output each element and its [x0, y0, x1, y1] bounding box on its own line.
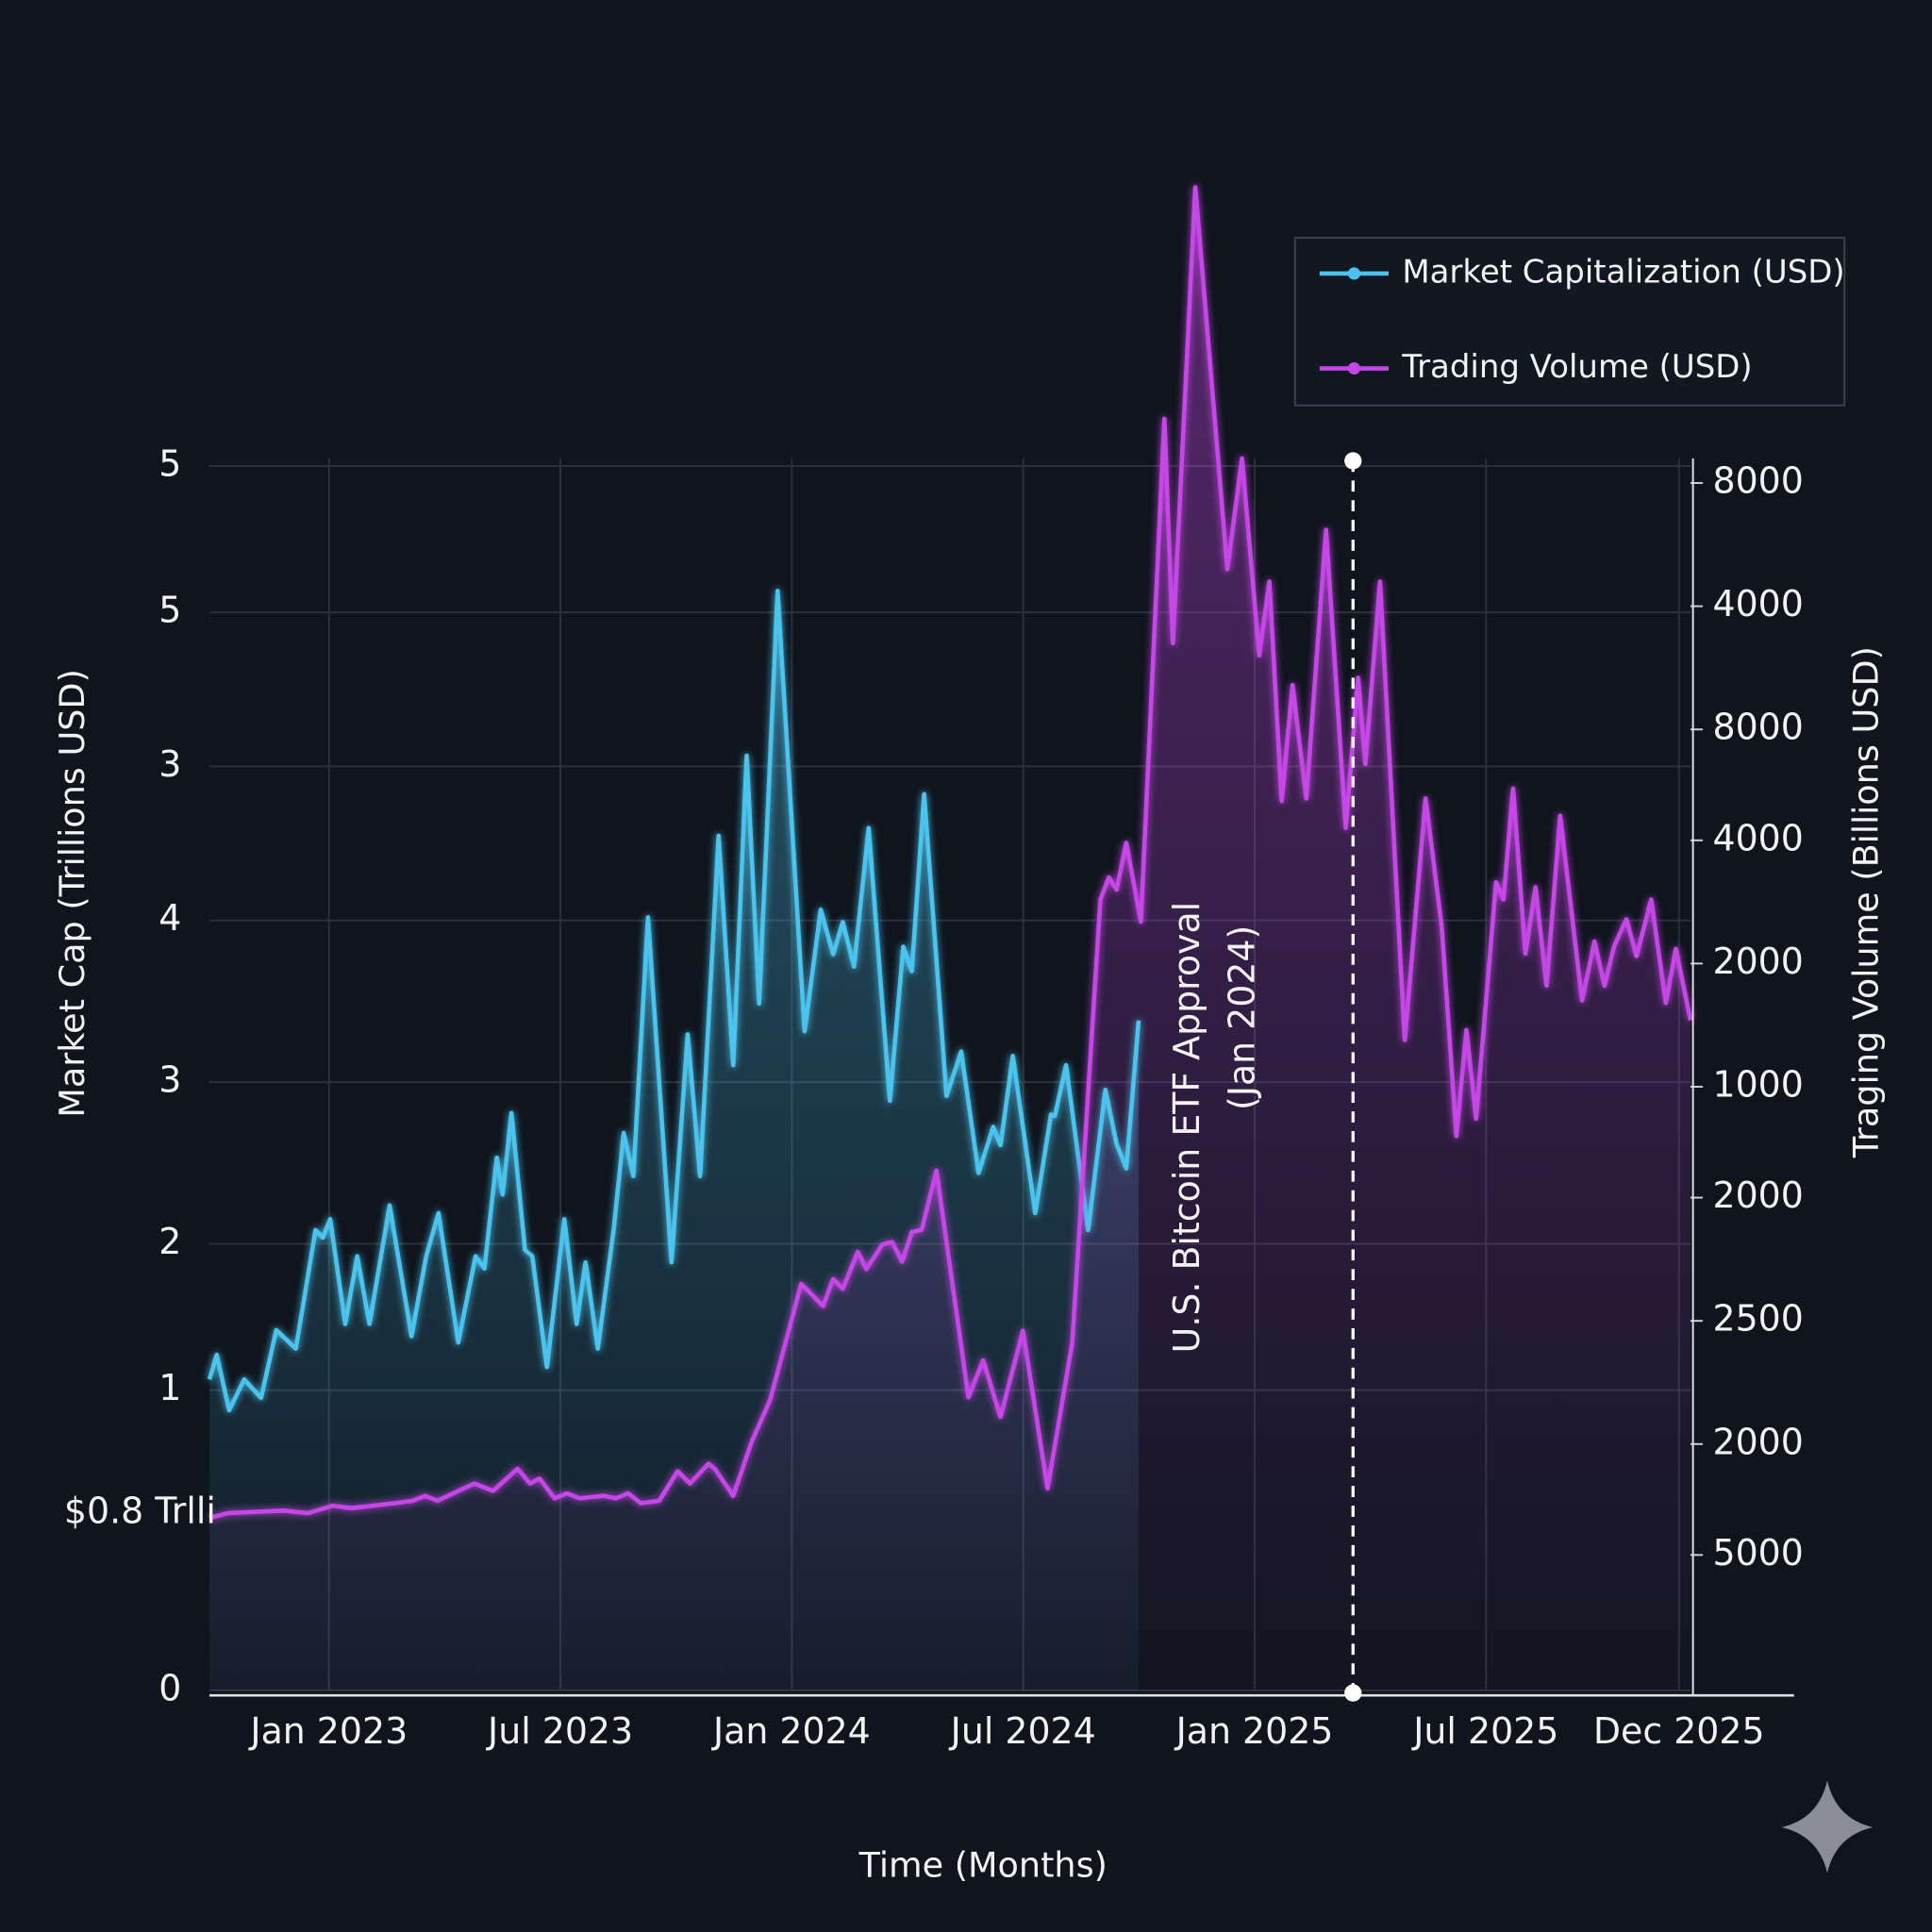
y-tick-label: 1 — [158, 1367, 181, 1408]
y2-tick-label: 2000 — [1713, 941, 1804, 982]
y2-tick-label: 5000 — [1713, 1532, 1804, 1574]
y2-tick-label: 1000 — [1713, 1064, 1804, 1106]
annotation-subtext: (Jan 2024) — [1222, 925, 1263, 1110]
y-tick-label: 2 — [158, 1221, 181, 1262]
y2-tick-label: 2000 — [1713, 1174, 1804, 1216]
x-tick-label: Jan 2024 — [711, 1710, 871, 1752]
series-line — [207, 588, 1141, 1413]
x-tick-label: Jan 2023 — [248, 1710, 408, 1752]
event-marker-dot — [1344, 1684, 1362, 1702]
annotation-text: U.S. Bitcoin ETF Approval — [1166, 902, 1208, 1354]
y2-axis-title: Traging Volume (Billions USD) — [1846, 646, 1887, 1158]
legend-swatch-dot — [1347, 267, 1360, 280]
x-tick-label: Jul 2024 — [949, 1710, 1096, 1752]
y-tick-label: 3 — [158, 743, 181, 785]
legend-swatch-dot — [1347, 362, 1360, 375]
legend-label: Market Capitalization (USD) — [1402, 253, 1844, 291]
y2-tick-label: 4000 — [1713, 817, 1804, 858]
y-tick-label: 5 — [158, 590, 181, 631]
x-axis-title: Time (Months) — [858, 1844, 1108, 1885]
event-marker-dot — [1344, 452, 1362, 470]
x-tick-label: Jul 2025 — [1411, 1710, 1558, 1752]
x-tick-label: Jul 2023 — [486, 1710, 633, 1752]
legend-box — [1293, 237, 1846, 407]
watermark-star — [1781, 1780, 1874, 1874]
x-tick-label: Dec 2025 — [1593, 1710, 1765, 1752]
y-tick-label: 3 — [158, 1059, 181, 1101]
annotation-label: $0.8 Trlli — [64, 1491, 216, 1532]
x-tick-label: Jan 2025 — [1174, 1710, 1334, 1752]
y2-tick-label: 4000 — [1713, 583, 1804, 625]
y-axis-title: Market Cap (Trillions USD) — [52, 669, 92, 1118]
y2-tick-label: 2000 — [1713, 1421, 1804, 1462]
legend-label: Trading Volume (USD) — [1401, 348, 1752, 386]
y2-tick-label: 2500 — [1713, 1298, 1804, 1340]
y-tick-label: 4 — [158, 897, 181, 939]
y2-tick-label: 8000 — [1713, 707, 1804, 748]
series-area — [209, 187, 1691, 1690]
series-line — [208, 185, 1693, 1521]
y2-tick-label: 8000 — [1713, 460, 1804, 502]
y-tick-label: 5 — [158, 443, 181, 485]
y-tick-label: 0 — [158, 1668, 181, 1709]
